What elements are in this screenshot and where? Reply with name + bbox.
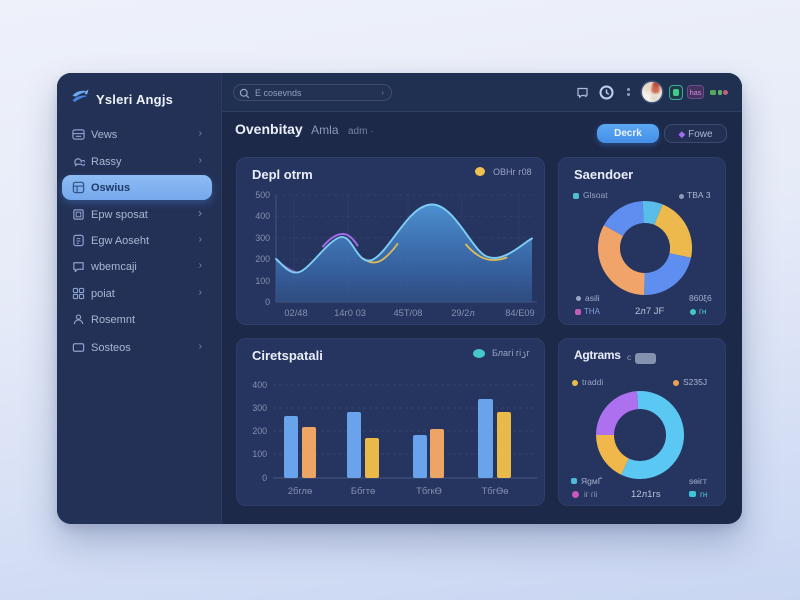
svg-text:200: 200 (252, 426, 267, 436)
svg-text:100: 100 (252, 449, 267, 459)
svg-text:400: 400 (255, 211, 270, 221)
svg-text:Ббгтө: Ббгтө (351, 486, 375, 496)
svg-text:84/Ε09: 84/Ε09 (505, 308, 534, 318)
svg-text:0: 0 (265, 297, 270, 307)
svg-text:29/2л: 29/2л (451, 308, 475, 318)
svg-text:45Τ/08: 45Τ/08 (394, 308, 423, 318)
svg-text:500: 500 (255, 190, 270, 200)
svg-text:300: 300 (252, 403, 267, 413)
svg-text:200: 200 (255, 254, 270, 264)
svg-text:400: 400 (252, 380, 267, 390)
svg-text:2бглө: 2бглө (288, 486, 312, 496)
svg-text:100: 100 (255, 276, 270, 286)
svg-text:ТбгкӨ: ТбгкӨ (416, 486, 442, 496)
svg-text:300: 300 (255, 233, 270, 243)
svg-text:0: 0 (262, 473, 267, 483)
svg-text:02/48: 02/48 (284, 308, 307, 318)
svg-text:14г0 03: 14г0 03 (334, 308, 366, 318)
svg-text:ТбгӨө: ТбгӨө (482, 486, 509, 496)
